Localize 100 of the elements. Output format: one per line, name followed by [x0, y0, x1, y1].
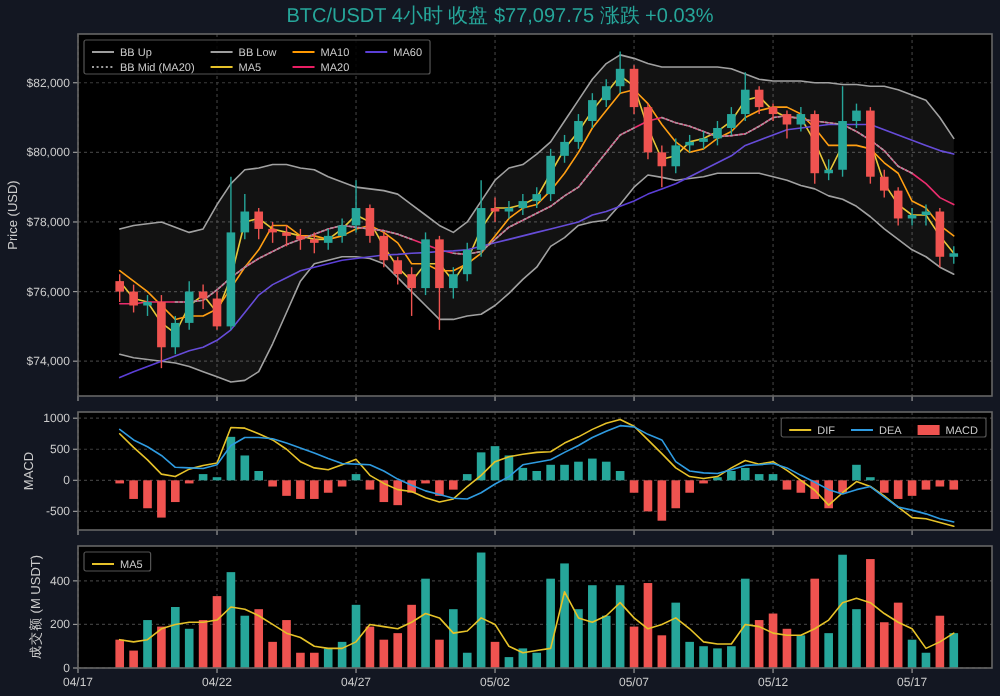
bar — [129, 480, 138, 499]
bar — [699, 646, 708, 668]
bar — [949, 633, 959, 668]
bar — [588, 585, 597, 668]
bar — [546, 464, 555, 481]
candlestick — [282, 224, 291, 248]
bar — [143, 620, 152, 668]
candlestick — [546, 148, 555, 202]
candlestick — [504, 200, 514, 220]
bar — [671, 480, 681, 509]
bar — [115, 639, 125, 668]
line-series — [118, 590, 955, 654]
bar — [310, 652, 319, 668]
bar — [254, 609, 264, 668]
candlestick — [754, 85, 764, 115]
bar — [268, 480, 277, 487]
line-series — [118, 123, 955, 379]
candlestick — [574, 113, 583, 150]
bar — [852, 609, 861, 668]
candlestick — [212, 290, 222, 331]
candlestick — [796, 106, 806, 133]
bar — [462, 652, 472, 668]
candlestick — [310, 231, 319, 254]
bar — [435, 480, 444, 496]
candlestick — [657, 144, 667, 188]
candlestick — [198, 283, 208, 310]
bar — [157, 480, 166, 518]
line-series — [118, 172, 955, 383]
candlestick — [852, 102, 861, 129]
bar — [323, 648, 333, 668]
candlestick — [449, 266, 458, 300]
bar — [449, 609, 458, 668]
candlestick — [115, 273, 125, 303]
candlestick — [935, 207, 945, 268]
bar — [226, 572, 236, 668]
candlestick — [782, 109, 792, 140]
candlestick — [643, 102, 653, 161]
bar — [685, 480, 694, 493]
bar — [268, 641, 277, 668]
bar — [740, 578, 750, 668]
bar — [796, 480, 806, 493]
bar — [365, 480, 375, 490]
bar — [852, 464, 861, 481]
bar — [935, 480, 945, 487]
candlestick — [727, 106, 736, 136]
bar — [171, 480, 180, 503]
bar — [657, 480, 667, 521]
bar — [435, 639, 444, 668]
bar — [879, 480, 889, 493]
bar — [574, 609, 583, 668]
bar — [560, 563, 569, 668]
candlestick — [601, 78, 611, 108]
bar — [212, 596, 222, 668]
bar — [407, 604, 416, 668]
candlestick — [171, 315, 180, 355]
bar — [866, 559, 875, 668]
candlestick — [337, 217, 347, 244]
bar — [282, 480, 291, 496]
candlestick — [518, 193, 528, 216]
candlestick — [365, 203, 375, 244]
bar — [296, 652, 305, 668]
bar — [893, 480, 903, 499]
candlestick — [588, 92, 597, 129]
candlestick — [143, 294, 152, 317]
bar — [601, 461, 611, 481]
bar — [449, 480, 458, 490]
bar — [685, 641, 694, 668]
bar — [824, 633, 833, 668]
bar — [254, 471, 264, 481]
line-series — [118, 54, 955, 234]
candlestick — [740, 71, 750, 122]
candlestick — [351, 179, 361, 234]
bar — [240, 615, 250, 668]
bar — [393, 480, 403, 506]
candlestick — [323, 228, 333, 251]
bar — [421, 578, 430, 668]
bar — [546, 578, 555, 668]
candlestick — [671, 137, 681, 174]
candlestick — [629, 64, 639, 115]
bar — [713, 648, 722, 668]
bar — [532, 471, 542, 481]
bar — [727, 646, 736, 668]
bar — [879, 622, 889, 668]
bar — [615, 471, 625, 481]
bar — [949, 480, 959, 490]
chart-title: BTC/USDT 4小时 收盘 $77,097.75 涨跌 +0.03% — [286, 4, 714, 28]
candlestick — [129, 283, 138, 314]
candlestick — [532, 186, 542, 209]
bar — [240, 455, 250, 481]
bar — [574, 461, 583, 481]
candlestick — [254, 207, 264, 241]
bar — [171, 607, 180, 668]
bar — [462, 474, 472, 481]
bar — [782, 480, 792, 490]
candlestick — [407, 266, 416, 317]
bar — [629, 626, 639, 668]
bar — [282, 620, 291, 668]
bar — [393, 633, 403, 668]
bar — [838, 554, 847, 668]
candlestick — [462, 242, 472, 282]
